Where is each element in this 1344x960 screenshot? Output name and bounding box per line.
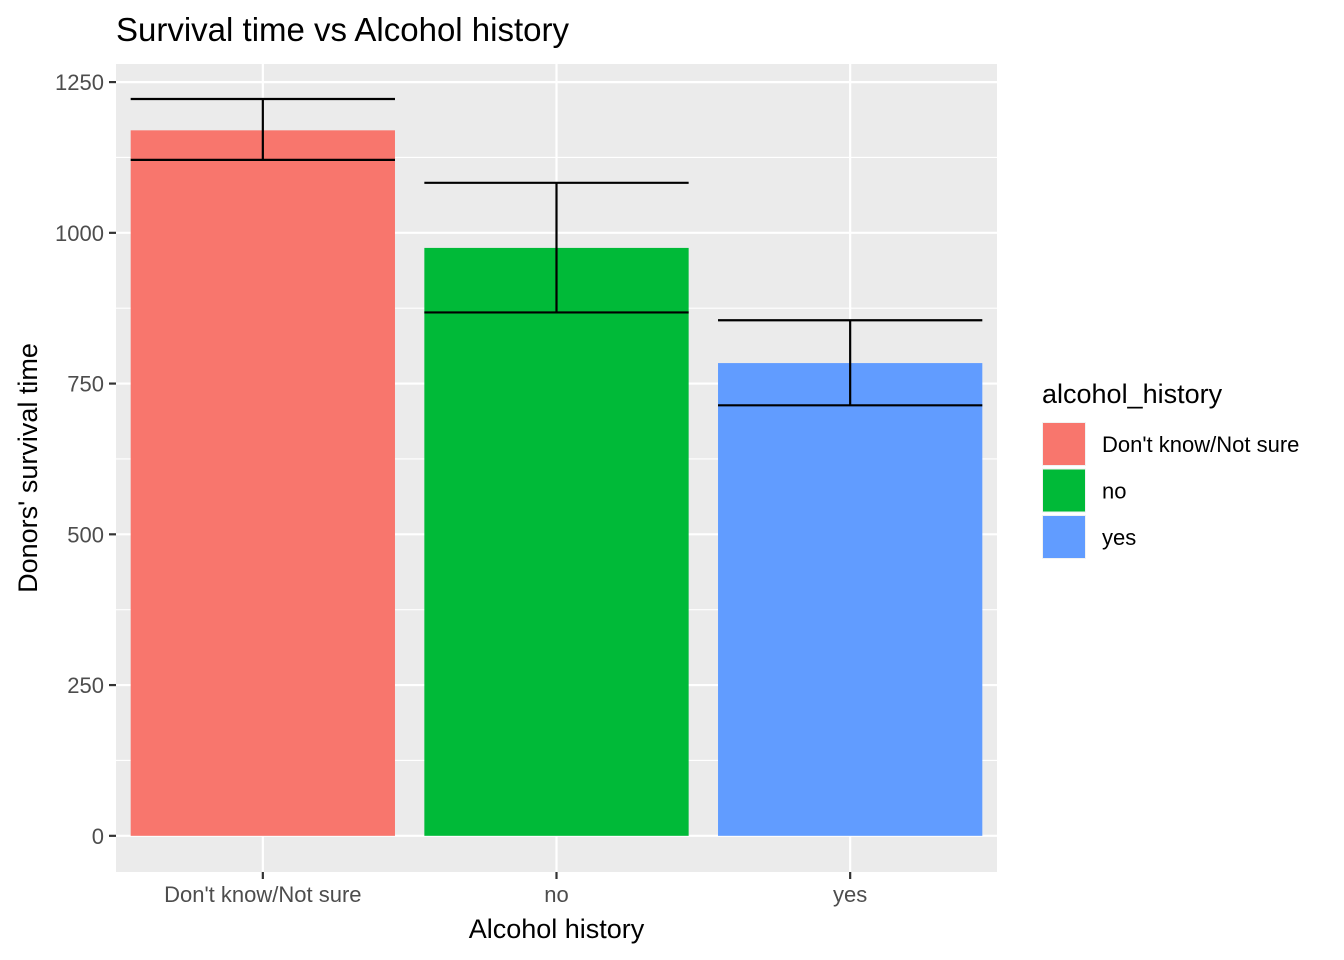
- legend-swatch: [1043, 423, 1085, 465]
- bar: [130, 130, 395, 836]
- y-tick-label: 500: [67, 522, 104, 547]
- legend-label: no: [1102, 479, 1126, 504]
- x-axis-title: Alcohol history: [469, 914, 645, 944]
- y-tick-label: 0: [92, 824, 104, 849]
- y-tick-label: 250: [67, 673, 104, 698]
- y-axis: 0 250 500 750 1000 1250: [55, 70, 116, 849]
- chart-title: Survival time vs Alcohol history: [116, 11, 569, 48]
- legend-label: yes: [1102, 525, 1136, 550]
- legend-title: alcohol_history: [1042, 379, 1223, 409]
- legend-swatch: [1043, 469, 1085, 512]
- legend-label: Don't know/Not sure: [1102, 432, 1299, 457]
- y-tick-label: 1000: [55, 221, 104, 246]
- bar: [424, 247, 689, 836]
- x-tick-label: no: [544, 882, 568, 907]
- y-tick-label: 750: [67, 372, 104, 397]
- y-axis-title: Donors' survival time: [13, 343, 43, 593]
- y-tick-label: 1250: [55, 70, 104, 95]
- legend: alcohol_history Don't know/Not sure no yes: [1042, 379, 1299, 559]
- x-tick-label: yes: [833, 882, 867, 907]
- bar: [718, 363, 983, 836]
- x-tick-label: Don't know/Not sure: [164, 882, 361, 907]
- bars: [130, 130, 983, 836]
- legend-swatch: [1043, 516, 1085, 558]
- error-bars: [130, 97, 983, 407]
- x-axis: Don't know/Not sure no yes: [164, 872, 867, 907]
